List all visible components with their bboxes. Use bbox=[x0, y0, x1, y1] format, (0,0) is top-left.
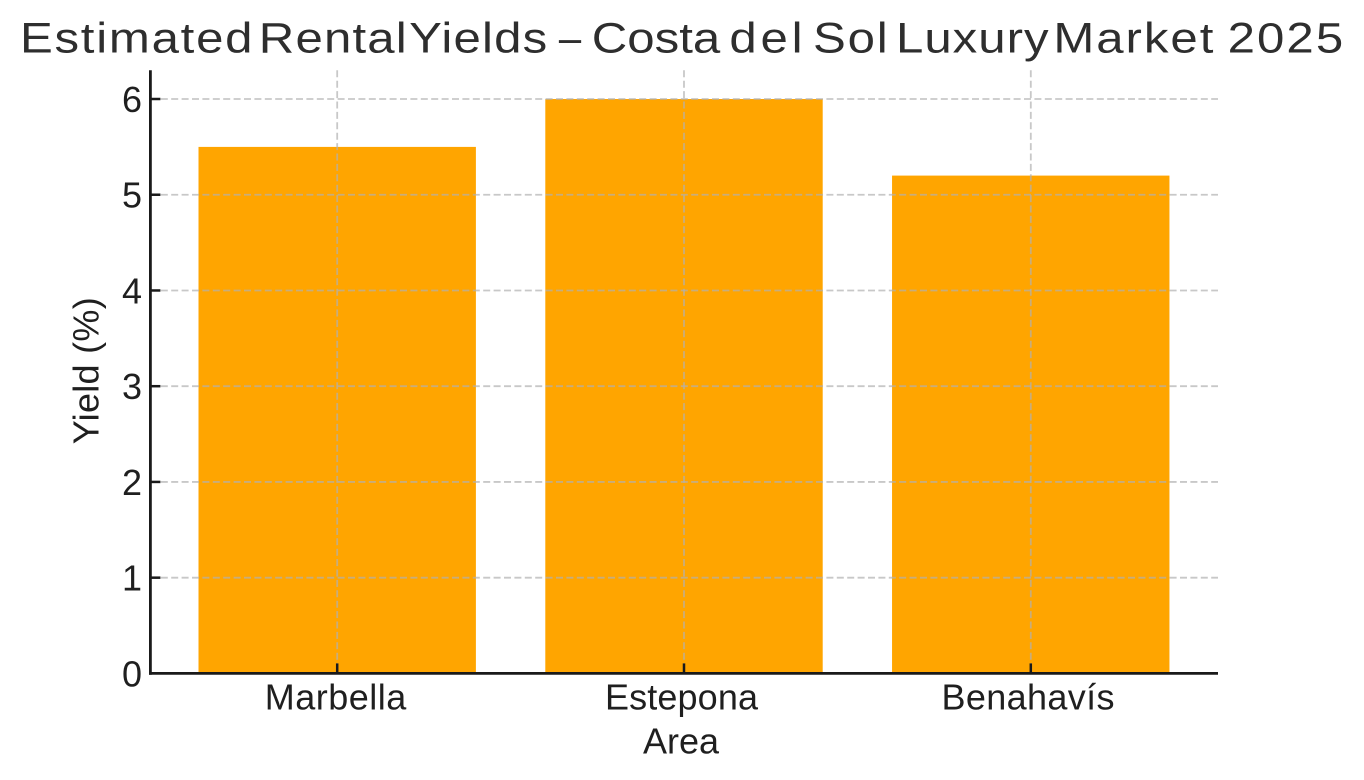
svg-text:Benahavís: Benahavís bbox=[942, 677, 1115, 718]
svg-text:Yield (%): Yield (%) bbox=[66, 297, 107, 444]
svg-text:Marbella: Marbella bbox=[265, 677, 407, 718]
svg-text:Estepona: Estepona bbox=[605, 677, 759, 718]
svg-text:3: 3 bbox=[122, 366, 142, 407]
svg-text:1: 1 bbox=[122, 558, 142, 599]
svg-text:5: 5 bbox=[122, 175, 142, 216]
svg-text:4: 4 bbox=[122, 270, 142, 311]
svg-text:6: 6 bbox=[122, 79, 142, 120]
svg-text:2: 2 bbox=[122, 462, 142, 503]
svg-text:Area: Area bbox=[643, 720, 720, 761]
svg-text:0: 0 bbox=[122, 653, 142, 694]
